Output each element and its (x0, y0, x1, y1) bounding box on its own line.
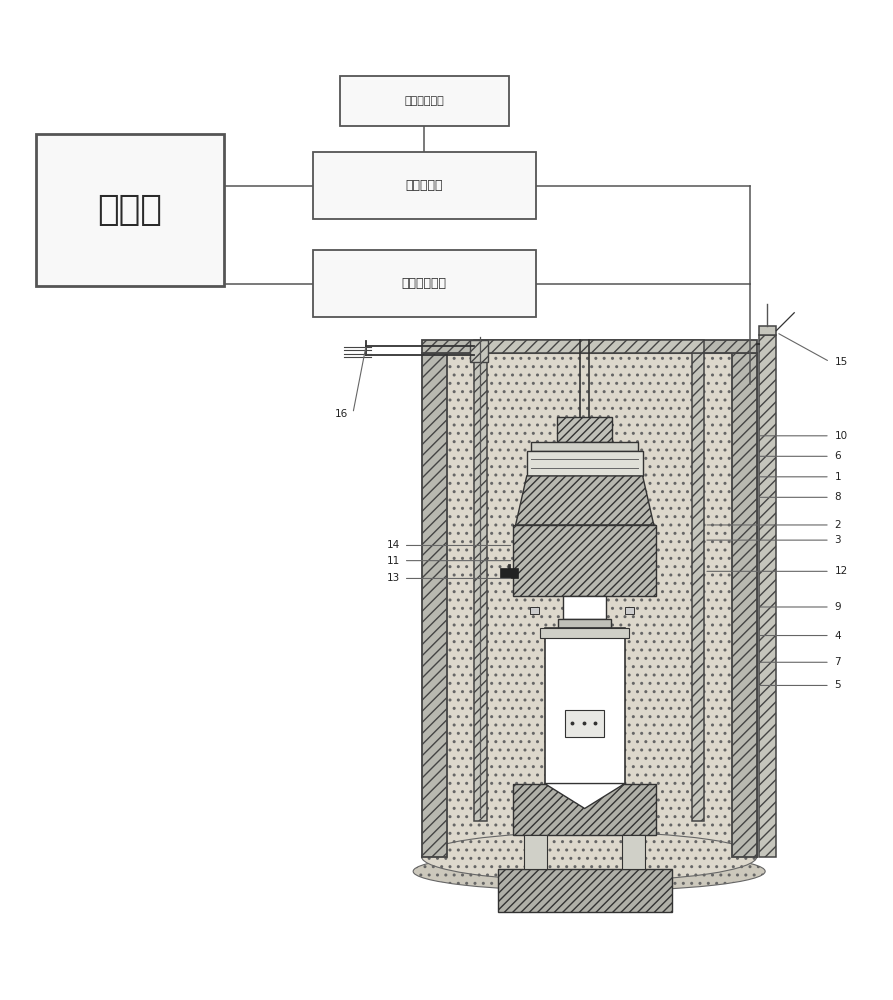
Polygon shape (545, 784, 625, 808)
Bar (513, 525, 656, 596)
Bar (421, 340, 756, 353)
Bar (540, 628, 630, 638)
Ellipse shape (413, 852, 765, 891)
Bar (622, 835, 646, 869)
Ellipse shape (421, 832, 756, 881)
Text: 11: 11 (387, 556, 400, 566)
Bar (313, 152, 536, 219)
Bar (421, 353, 756, 857)
Bar (545, 628, 625, 784)
Text: 雾化气入气口: 雾化气入气口 (405, 96, 444, 106)
Bar (500, 568, 518, 578)
Bar (339, 76, 509, 126)
Bar (692, 353, 705, 821)
Bar (527, 451, 643, 476)
Bar (421, 353, 446, 857)
Bar (558, 619, 612, 628)
Text: 7: 7 (834, 657, 841, 667)
Bar (758, 326, 776, 335)
Bar (513, 784, 656, 835)
Bar (565, 710, 605, 737)
Text: 3: 3 (834, 535, 841, 545)
Text: 12: 12 (834, 566, 847, 576)
Text: 14: 14 (387, 540, 400, 550)
Text: 8: 8 (834, 492, 841, 502)
Bar (497, 869, 672, 912)
Bar (557, 417, 613, 442)
Bar (531, 442, 638, 451)
Bar (732, 353, 756, 857)
Text: 15: 15 (834, 357, 847, 367)
Text: 4: 4 (834, 631, 841, 641)
Bar (530, 607, 539, 614)
Bar (470, 340, 488, 362)
Text: 5: 5 (834, 680, 841, 690)
Text: 空气真空泵: 空气真空泵 (405, 179, 443, 192)
Text: 超声波发生器: 超声波发生器 (402, 277, 446, 290)
Bar (313, 250, 536, 317)
Text: 控制器: 控制器 (97, 193, 163, 227)
Polygon shape (515, 476, 654, 525)
Text: 1: 1 (834, 472, 841, 482)
Text: 13: 13 (387, 573, 400, 583)
Text: 9: 9 (834, 602, 841, 612)
Text: 2: 2 (834, 520, 841, 530)
Bar (625, 607, 634, 614)
Bar (563, 596, 606, 619)
Bar (524, 835, 547, 869)
Bar (474, 340, 705, 353)
Bar (37, 134, 223, 286)
Text: 10: 10 (834, 431, 847, 441)
Text: 6: 6 (834, 451, 841, 461)
Text: 16: 16 (335, 409, 348, 419)
Bar (474, 353, 487, 821)
Bar (758, 335, 776, 857)
